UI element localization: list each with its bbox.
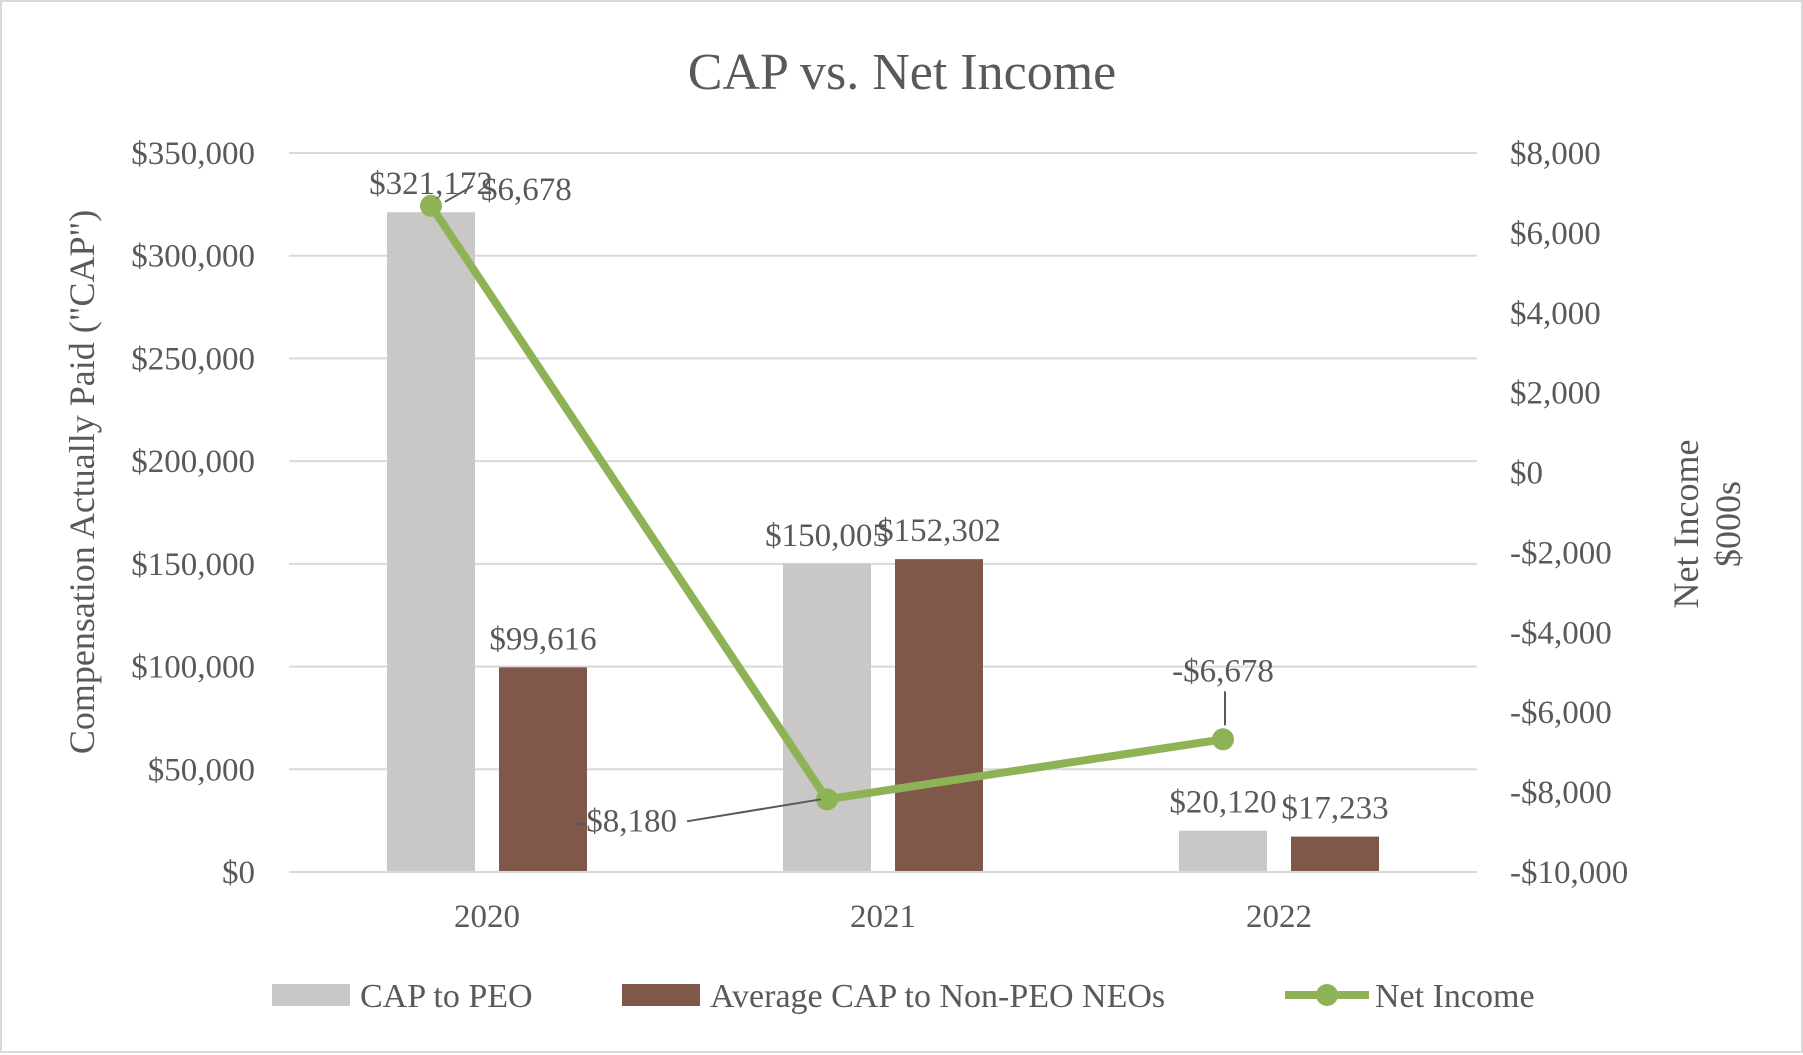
right-tick-label: -$10,000	[1510, 855, 1628, 891]
right-tick-label: -$6,000	[1510, 695, 1612, 731]
left-tick-label: $350,000	[131, 136, 255, 172]
data-label-net-income-2020: $6,678	[481, 172, 572, 208]
right-tick-label: -$8,000	[1510, 775, 1612, 811]
right-tick-label: $6,000	[1510, 216, 1601, 252]
x-axis-ticks: 2020 2021 2022	[454, 899, 1312, 935]
legend-swatch-marker-net-income	[1316, 984, 1338, 1006]
right-tick-label: -$4,000	[1510, 615, 1612, 651]
x-tick-label-2022: 2022	[1246, 899, 1312, 935]
left-tick-label: $50,000	[148, 752, 255, 788]
data-label-cap-to-peo-2020: $321,172	[369, 166, 493, 202]
x-tick-label-2020: 2020	[454, 899, 520, 935]
leader-line-2020	[444, 184, 474, 203]
net-income-line	[420, 194, 1234, 811]
bar-cap-to-peo-2020	[387, 212, 475, 872]
legend-swatch-cap-to-peo	[272, 984, 350, 1006]
data-label-average-cap-to-non-peo-neos-2021: $152,302	[877, 513, 1001, 549]
right-axis-title-line1: Net Income	[1666, 440, 1706, 609]
left-tick-label: $200,000	[131, 444, 255, 480]
gridlines	[289, 152, 1477, 771]
bar-average-cap-to-non-peo-neos-2022	[1291, 836, 1379, 872]
right-axis-ticks: -$10,000 -$8,000 -$6,000 -$4,000 -$2,000 $0 $2…	[1510, 136, 1628, 891]
left-tick-label: $300,000	[131, 239, 255, 275]
chart-title: CAP vs. Net Income	[688, 44, 1116, 101]
leader-line-2021	[686, 798, 822, 823]
right-tick-label: -$2,000	[1510, 535, 1612, 571]
left-axis-title: Compensation Actually Paid ("CAP")	[62, 210, 102, 754]
legend: CAP to PEO Average CAP to Non-PEO NEOs Net…	[272, 978, 1535, 1015]
net-income-marker-2021	[816, 788, 838, 811]
data-labels: $321,172 $150,005 $20,120 $99,616 $152,302 $1…	[369, 166, 1389, 839]
legend-label-average-cap-to-non-peo-neos: Average CAP to Non-PEO NEOs	[710, 978, 1165, 1015]
bar-cap-to-peo-2021	[783, 563, 871, 872]
right-tick-label: $8,000	[1510, 136, 1601, 172]
right-tick-label: $2,000	[1510, 376, 1601, 412]
left-tick-label: $150,000	[131, 547, 255, 583]
bar-average-cap-to-non-peo-neos-2020	[499, 667, 587, 872]
right-tick-label: $0	[1510, 456, 1543, 492]
right-tick-label: $4,000	[1510, 296, 1601, 332]
left-axis-ticks: $0 $50,000 $100,000 $150,000 $200,000 $250,00…	[131, 136, 255, 891]
left-tick-label: $0	[222, 855, 255, 891]
data-label-average-cap-to-non-peo-neos-2020: $99,616	[489, 621, 596, 657]
data-label-cap-to-peo-2022: $20,120	[1169, 785, 1276, 821]
right-axis-title-line2: $000s	[1708, 481, 1748, 567]
legend-swatch-average-cap-to-non-peo-neos	[622, 984, 700, 1006]
left-tick-label: $100,000	[131, 650, 255, 686]
legend-label-net-income: Net Income	[1375, 978, 1535, 1015]
legend-label-cap-to-peo: CAP to PEO	[360, 978, 533, 1015]
data-label-net-income-2022: -$6,678	[1172, 653, 1274, 689]
data-label-net-income-2021: -$8,180	[575, 803, 677, 839]
x-tick-label-2021: 2021	[850, 899, 916, 935]
net-income-marker-2022	[1212, 728, 1234, 751]
left-tick-label: $250,000	[131, 341, 255, 377]
bar-average-cap-to-non-peo-neos-2021	[895, 559, 983, 872]
net-income-marker-2020	[420, 194, 442, 217]
bars	[387, 212, 1379, 872]
data-label-average-cap-to-non-peo-neos-2022: $17,233	[1281, 791, 1388, 827]
data-label-cap-to-peo-2021: $150,005	[765, 518, 889, 554]
bar-cap-to-peo-2022	[1179, 830, 1267, 872]
